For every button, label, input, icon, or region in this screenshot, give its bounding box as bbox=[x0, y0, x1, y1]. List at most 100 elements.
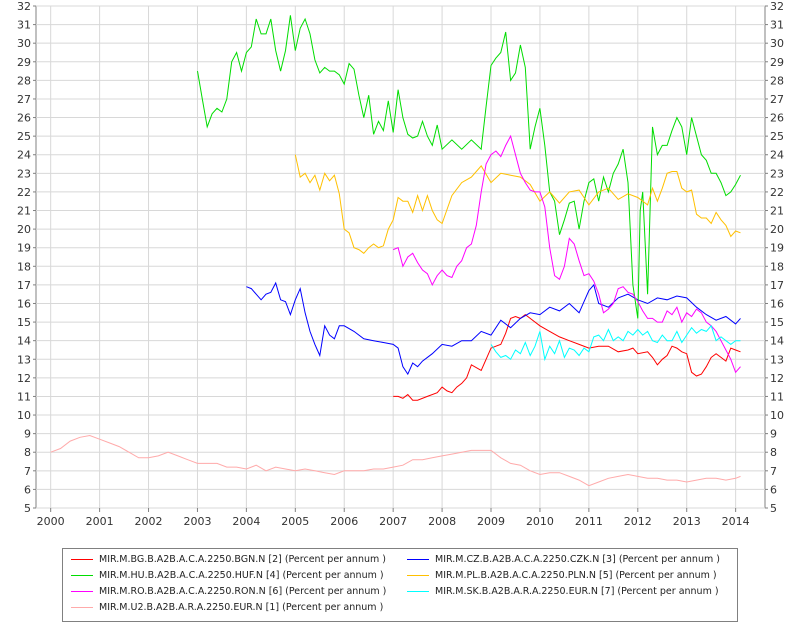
y-tick-label-right: 31 bbox=[770, 19, 784, 32]
legend-label: MIR.M.HU.B.A2B.A.C.A.2250.HUF.N [4] (Per… bbox=[99, 569, 384, 581]
y-tick-label-right: 23 bbox=[770, 167, 784, 180]
y-tick-label-right: 15 bbox=[770, 316, 784, 329]
y-tick-label-right: 9 bbox=[770, 428, 777, 441]
y-tick-label-right: 6 bbox=[770, 483, 777, 496]
x-tick-label: 2009 bbox=[477, 515, 505, 528]
y-tick-label-right: 22 bbox=[770, 186, 784, 199]
y-tick-label-right: 5 bbox=[770, 502, 777, 515]
y-tick-label: 17 bbox=[17, 279, 31, 292]
y-tick-label: 19 bbox=[17, 242, 31, 255]
y-tick-label-right: 14 bbox=[770, 335, 784, 348]
series-line-7 bbox=[50, 434, 741, 487]
y-tick-label: 23 bbox=[17, 167, 31, 180]
x-tick-label: 2000 bbox=[37, 515, 65, 528]
legend-swatch bbox=[407, 558, 429, 560]
x-tick-label: 2014 bbox=[722, 515, 750, 528]
y-tick-label: 27 bbox=[17, 93, 31, 106]
x-tick-label: 2003 bbox=[183, 515, 211, 528]
y-tick-label: 14 bbox=[17, 335, 31, 348]
y-tick-label-right: 30 bbox=[770, 37, 784, 50]
legend: MIR.M.BG.B.A2B.A.C.A.2250.BGN.N [2] (Per… bbox=[62, 548, 738, 622]
series-line-6 bbox=[490, 324, 741, 362]
x-tick-label: 2012 bbox=[624, 515, 652, 528]
x-tick-label: 2011 bbox=[575, 515, 603, 528]
y-tick-label: 5 bbox=[24, 502, 31, 515]
y-tick-label: 22 bbox=[17, 186, 31, 199]
axis-ticks: 5 5 6 6 7 7 8 8 9 9 10 10 11 11 12 12 13 13 14 14 15 15 16 16 17… bbox=[17, 0, 784, 528]
y-tick-label: 11 bbox=[17, 390, 31, 403]
y-tick-label: 16 bbox=[17, 297, 31, 310]
y-tick-label-right: 25 bbox=[770, 130, 784, 143]
series-line-4 bbox=[294, 154, 741, 254]
legend-swatch bbox=[71, 574, 93, 576]
x-tick-label: 2010 bbox=[526, 515, 554, 528]
y-tick-label: 12 bbox=[17, 372, 31, 385]
series-lines bbox=[50, 15, 741, 487]
series-line-1 bbox=[393, 313, 741, 401]
legend-item: MIR.M.U2.B.A2B.A.R.A.2250.EUR.N [1] (Per… bbox=[71, 600, 383, 614]
x-tick-label: 2008 bbox=[428, 515, 456, 528]
y-tick-label: 8 bbox=[24, 446, 31, 459]
y-tick-label-right: 18 bbox=[770, 260, 784, 273]
line-chart: 5 5 6 6 7 7 8 8 9 9 10 10 11 11 12 12 13 13 14 14 15 15 16 16 17… bbox=[17, 0, 784, 528]
legend-label: MIR.M.CZ.B.A2B.A.C.A.2250.CZK.N [3] (Per… bbox=[435, 553, 720, 565]
y-tick-label: 15 bbox=[17, 316, 31, 329]
y-tick-label-right: 28 bbox=[770, 74, 784, 87]
y-tick-label: 31 bbox=[17, 19, 31, 32]
x-tick-label: 2006 bbox=[330, 515, 358, 528]
legend-label: MIR.M.U2.B.A2B.A.R.A.2250.EUR.N [1] (Per… bbox=[99, 601, 384, 613]
legend-label: MIR.M.BG.B.A2B.A.C.A.2250.BGN.N [2] (Per… bbox=[99, 553, 386, 565]
y-tick-label-right: 27 bbox=[770, 93, 784, 106]
legend-item: MIR.M.BG.B.A2B.A.C.A.2250.BGN.N [2] (Per… bbox=[71, 552, 386, 566]
y-tick-label-right: 17 bbox=[770, 279, 784, 292]
y-tick-label-right: 7 bbox=[770, 465, 777, 478]
y-tick-label: 25 bbox=[17, 130, 31, 143]
legend-swatch bbox=[407, 574, 429, 576]
y-tick-label: 7 bbox=[24, 465, 31, 478]
y-tick-label: 20 bbox=[17, 223, 31, 236]
legend-swatch bbox=[407, 590, 429, 592]
grid-lines bbox=[36, 5, 765, 509]
legend-item: MIR.M.CZ.B.A2B.A.C.A.2250.CZK.N [3] (Per… bbox=[407, 552, 720, 566]
legend-label: MIR.M.SK.B.A2B.A.R.A.2250.EUR.N [7] (Per… bbox=[435, 585, 719, 597]
legend-swatch bbox=[71, 590, 93, 592]
x-tick-label: 2007 bbox=[379, 515, 407, 528]
y-tick-label: 30 bbox=[17, 37, 31, 50]
x-tick-label: 2013 bbox=[673, 515, 701, 528]
y-tick-label: 13 bbox=[17, 353, 31, 366]
y-tick-label-right: 32 bbox=[770, 0, 784, 13]
y-tick-label-right: 19 bbox=[770, 242, 784, 255]
y-tick-label-right: 11 bbox=[770, 390, 784, 403]
legend-item: MIR.M.PL.B.A2B.A.C.A.2250.PLN.N [5] (Per… bbox=[407, 568, 717, 582]
y-tick-label-right: 16 bbox=[770, 297, 784, 310]
series-line-2 bbox=[246, 281, 741, 376]
legend-item: MIR.M.RO.B.A2B.A.C.A.2250.RON.N [6] (Per… bbox=[71, 584, 386, 598]
legend-swatch bbox=[71, 606, 93, 608]
y-tick-label: 9 bbox=[24, 428, 31, 441]
legend-item: MIR.M.HU.B.A2B.A.C.A.2250.HUF.N [4] (Per… bbox=[71, 568, 384, 582]
x-tick-label: 2001 bbox=[86, 515, 114, 528]
x-tick-label: 2004 bbox=[232, 515, 260, 528]
y-tick-label-right: 29 bbox=[770, 56, 784, 69]
y-tick-label: 18 bbox=[17, 260, 31, 273]
y-tick-label: 28 bbox=[17, 74, 31, 87]
legend-label: MIR.M.PL.B.A2B.A.C.A.2250.PLN.N [5] (Per… bbox=[435, 569, 717, 581]
y-tick-label-right: 20 bbox=[770, 223, 784, 236]
y-tick-label: 26 bbox=[17, 112, 31, 125]
y-tick-label-right: 12 bbox=[770, 372, 784, 385]
y-tick-label: 21 bbox=[17, 205, 31, 218]
y-tick-label: 24 bbox=[17, 149, 31, 162]
series-line-5 bbox=[393, 134, 741, 374]
y-tick-label-right: 8 bbox=[770, 446, 777, 459]
y-tick-label-right: 10 bbox=[770, 409, 784, 422]
y-tick-label-right: 21 bbox=[770, 205, 784, 218]
legend-label: MIR.M.RO.B.A2B.A.C.A.2250.RON.N [6] (Per… bbox=[99, 585, 387, 597]
y-tick-label: 10 bbox=[17, 409, 31, 422]
y-tick-label: 29 bbox=[17, 56, 31, 69]
legend-item: MIR.M.SK.B.A2B.A.R.A.2250.EUR.N [7] (Per… bbox=[407, 584, 719, 598]
x-tick-label: 2002 bbox=[135, 515, 163, 528]
x-tick-label: 2005 bbox=[281, 515, 309, 528]
y-tick-label-right: 13 bbox=[770, 353, 784, 366]
series-line-3 bbox=[197, 15, 741, 319]
y-tick-label: 32 bbox=[17, 0, 31, 13]
